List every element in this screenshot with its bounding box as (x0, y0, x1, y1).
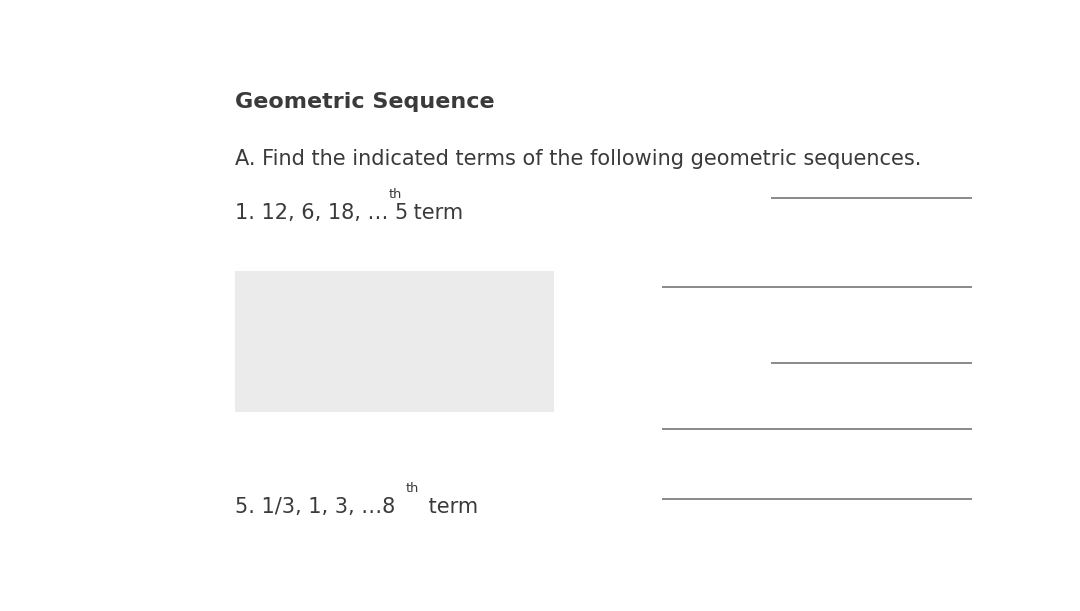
Text: 5. 1/3, 1, 3, …8: 5. 1/3, 1, 3, …8 (235, 497, 395, 517)
Text: A. Find the indicated terms of the following geometric sequences.: A. Find the indicated terms of the follo… (235, 148, 922, 169)
Text: th: th (389, 188, 402, 200)
FancyBboxPatch shape (235, 271, 554, 412)
Text: term: term (407, 203, 463, 222)
Text: Geometric Sequence: Geometric Sequence (235, 92, 495, 112)
Text: term: term (422, 497, 478, 517)
Text: 1. 12, 6, 18, … 5: 1. 12, 6, 18, … 5 (235, 203, 408, 222)
Text: th: th (405, 481, 419, 495)
